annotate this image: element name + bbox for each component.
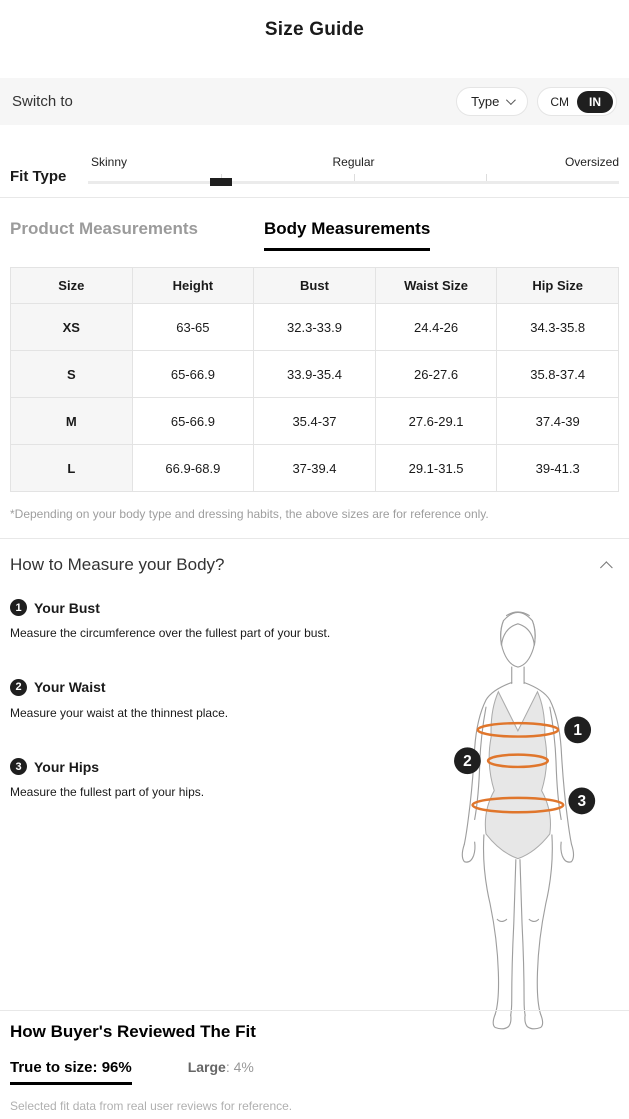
cell-waist: 27.6-29.1 xyxy=(374,397,498,445)
measure-item-title: Your Waist xyxy=(34,679,106,696)
fit-option-skinny: Skinny xyxy=(91,155,128,169)
page-title: Size Guide xyxy=(264,19,365,40)
cell-height: 63-65 xyxy=(131,303,255,351)
bust-measure-line xyxy=(476,721,560,738)
diagram-badge-3: 3 xyxy=(568,787,596,815)
hip-measure-line xyxy=(471,796,565,814)
measure-item-waist: 2 Your Waist Measure your waist at the t… xyxy=(10,678,402,723)
cell-size: S xyxy=(10,350,133,398)
table-row: XS 63-65 32.3-33.9 24.4-26 34.3-35.8 xyxy=(10,303,619,351)
step-3-badge: 3 xyxy=(10,758,27,776)
slider-tick xyxy=(486,174,488,181)
fit-slider-track xyxy=(88,174,619,186)
measure-section-heading: How to Measure your Body? xyxy=(10,555,225,574)
cell-height: 65-66.9 xyxy=(131,350,255,398)
cell-waist: 26-27.6 xyxy=(374,350,498,398)
cell-hip: 39-41.3 xyxy=(496,444,619,492)
diagram-badge-2: 2 xyxy=(454,747,481,775)
review-heading: How Buyer's Reviewed The Fit xyxy=(10,1022,256,1041)
fit-option-regular: Regular xyxy=(332,155,375,169)
tab-product-measurements[interactable]: Product Measurements xyxy=(10,219,198,238)
cell-height: 65-66.9 xyxy=(131,397,255,445)
measure-item-desc: Measure the fullest part of your hips. xyxy=(10,785,205,800)
size-table: Size Height Bust Waist Size Hip Size XS … xyxy=(10,267,619,492)
table-row: L 66.9-68.9 37-39.4 29.1-31.5 39-41.3 xyxy=(10,444,619,492)
measurement-tabs: Product Measurements Body Measurements xyxy=(0,219,629,251)
col-header-height: Height xyxy=(131,267,255,304)
fit-stat-large[interactable]: Large: 4% xyxy=(187,1059,254,1075)
cell-bust: 37-39.4 xyxy=(253,444,376,492)
cell-hip: 37.4-39 xyxy=(496,397,619,445)
measure-item-hips: 3 Your Hips Measure the fullest part of … xyxy=(10,758,402,802)
cell-size: M xyxy=(10,397,133,445)
slider-tick xyxy=(353,174,355,181)
fit-type-slider: Skinny Regular Oversized xyxy=(88,155,619,186)
measure-item-desc: Measure your waist at the thinnest place… xyxy=(10,705,229,720)
body-figure-illustration: 1 2 3 xyxy=(454,611,596,1030)
type-dropdown-label: Type xyxy=(471,94,500,109)
svg-text:2: 2 xyxy=(463,753,472,770)
divider xyxy=(0,1010,629,1011)
divider xyxy=(0,538,629,539)
cell-waist: 24.4-26 xyxy=(374,303,498,351)
switch-to-label: Switch to xyxy=(12,93,73,110)
step-1-badge: 1 xyxy=(10,599,27,616)
table-disclaimer: *Depending on your body type and dressin… xyxy=(10,507,489,521)
svg-text:1: 1 xyxy=(573,722,582,739)
step-2-badge: 2 xyxy=(10,678,27,696)
slider-tick xyxy=(220,174,222,181)
unit-in-option-active[interactable]: IN xyxy=(577,90,613,113)
cell-bust: 33.9-35.4 xyxy=(253,350,376,398)
fit-slider-marker xyxy=(209,178,232,186)
waist-measure-line xyxy=(486,753,550,769)
fit-type-row: Fit Type Skinny Regular Oversized xyxy=(0,155,629,186)
cell-size: XS xyxy=(10,303,133,351)
body-measurement-diagram: 1 2 3 xyxy=(418,599,624,1047)
measure-section: How to Measure your Body? 1 Your Bust Me… xyxy=(0,555,629,1030)
type-dropdown[interactable]: Type xyxy=(456,87,529,116)
col-header-size: Size xyxy=(10,267,133,304)
cell-waist: 29.1-31.5 xyxy=(374,444,498,492)
measure-item-desc: Measure the circumference over the fulle… xyxy=(10,626,331,640)
fit-option-oversized: Oversized xyxy=(564,155,619,169)
divider xyxy=(0,197,629,198)
fit-stat-true-to-size[interactable]: True to size: 96% xyxy=(10,1059,132,1085)
swimsuit-shape xyxy=(484,690,551,860)
review-section: How Buyer's Reviewed The Fit True to siz… xyxy=(0,1022,629,1113)
tab-body-measurements[interactable]: Body Measurements xyxy=(264,219,431,251)
cell-bust: 32.3-33.9 xyxy=(253,303,376,351)
measure-item-title: Your Hips xyxy=(34,758,100,775)
cell-hip: 34.3-35.8 xyxy=(496,303,619,351)
review-footnote: Selected fit data from real user reviews… xyxy=(10,1099,293,1113)
measure-item-title: Your Bust xyxy=(34,599,100,616)
col-header-hip: Hip Size xyxy=(496,267,619,304)
cell-size: L xyxy=(10,444,133,492)
cell-height: 66.9-68.9 xyxy=(131,444,255,492)
col-header-bust: Bust xyxy=(253,267,376,304)
table-row: M 65-66.9 35.4-37 27.6-29.1 37.4-39 xyxy=(10,397,619,445)
table-header-row: Size Height Bust Waist Size Hip Size xyxy=(10,267,619,304)
svg-text:3: 3 xyxy=(577,793,586,810)
measure-instructions: 1 Your Bust Measure the circumference ov… xyxy=(10,599,402,802)
chevron-down-icon xyxy=(506,95,517,106)
measure-item-bust: 1 Your Bust Measure the circumference ov… xyxy=(10,599,402,643)
unit-toggle[interactable]: CM IN xyxy=(537,87,617,116)
table-row: S 65-66.9 33.9-35.4 26-27.6 35.8-37.4 xyxy=(10,350,619,398)
fit-type-label: Fit Type xyxy=(10,168,67,185)
cell-hip: 35.8-37.4 xyxy=(496,350,619,398)
col-header-waist: Waist Size xyxy=(374,267,498,304)
unit-cm-option[interactable]: CM xyxy=(550,94,569,109)
cell-bust: 35.4-37 xyxy=(253,397,376,445)
switch-bar: Switch to Type CM IN xyxy=(0,78,629,125)
diagram-badge-1: 1 xyxy=(564,716,592,744)
